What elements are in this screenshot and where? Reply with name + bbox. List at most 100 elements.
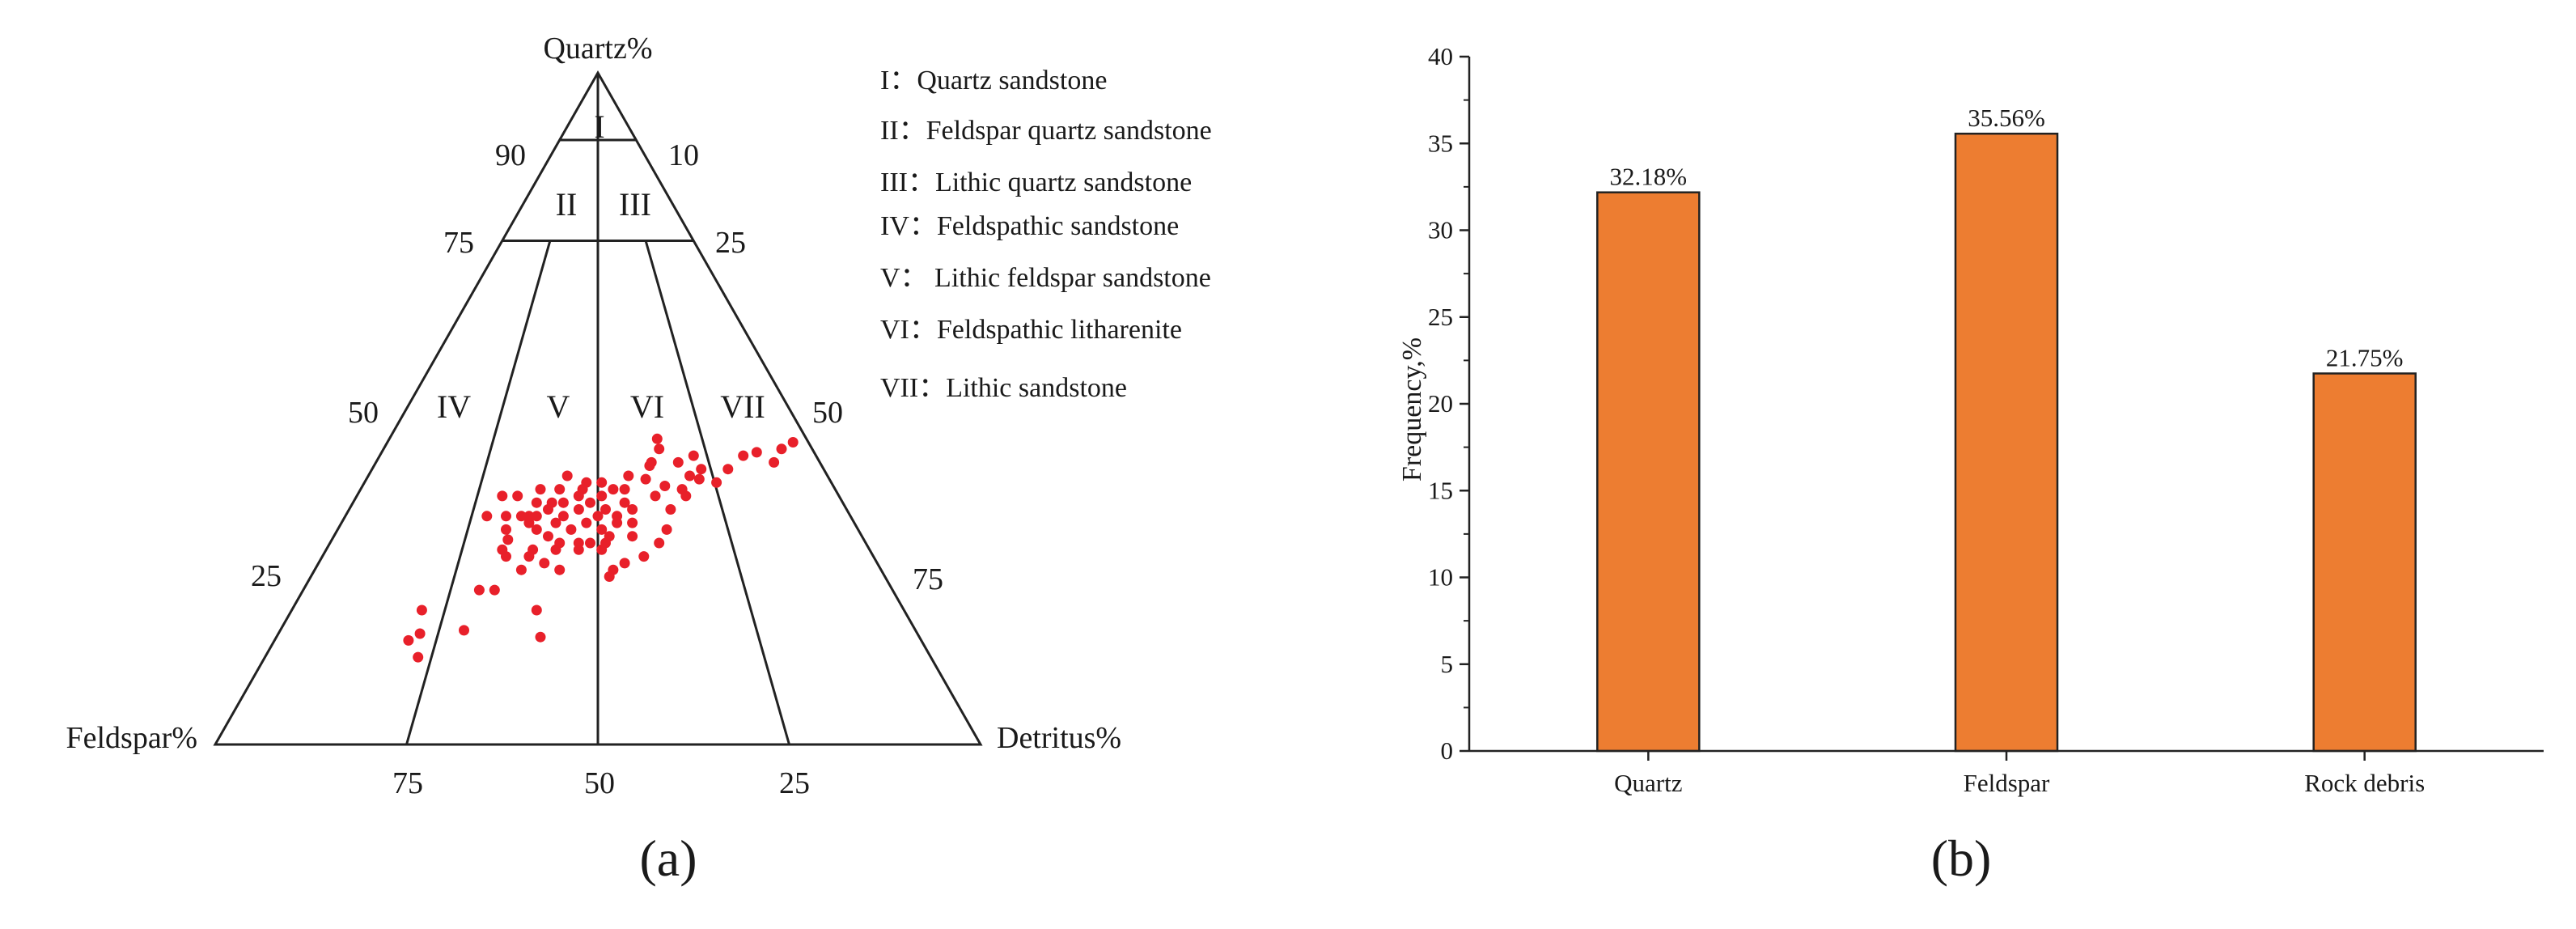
data-point: [619, 484, 630, 495]
ternary-diagram: Quartz% Feldspar% Detritus% 90 75 50 25 …: [66, 32, 1211, 887]
data-point: [403, 634, 414, 646]
data-point: [604, 571, 615, 582]
data-point: [688, 450, 699, 461]
region-label-7: VII: [720, 388, 765, 425]
data-point: [596, 544, 608, 555]
legend-item-7: VII：Lithic sandstone: [880, 373, 1127, 403]
data-point: [531, 604, 542, 616]
y-tick-label: 15: [1428, 476, 1453, 504]
data-point: [413, 651, 424, 663]
boundary-ratio-75: [405, 240, 552, 745]
y-axis-ticks: 0 5 10 15 20 25 30 35 40: [1428, 42, 1469, 765]
apex-label-feldspar: Feldspar%: [66, 721, 197, 755]
data-point: [654, 443, 665, 455]
data-point: [501, 511, 511, 522]
data-point: [769, 456, 780, 468]
data-point: [751, 447, 762, 458]
data-point: [596, 490, 608, 502]
data-point: [585, 497, 595, 508]
legend-item-2: II：Feldspar quartz sandstone: [880, 116, 1212, 146]
region-label-6: VI: [630, 388, 664, 425]
data-point: [644, 460, 655, 471]
data-point: [535, 484, 546, 495]
data-point: [502, 534, 514, 545]
region-label-3: III: [619, 186, 651, 223]
region-label-5: V: [547, 388, 570, 425]
bar-data-label: 21.75%: [2326, 344, 2404, 372]
data-point: [554, 484, 566, 495]
data-point: [501, 524, 511, 535]
data-point: [711, 477, 722, 488]
data-point: [640, 473, 651, 485]
data-point: [473, 584, 485, 596]
bar: [1954, 132, 2059, 753]
apex-label-detritus: Detritus%: [997, 721, 1121, 755]
classification-legend: I：Quartz sandstone II：Feldspar quartz sa…: [880, 66, 1212, 403]
data-point: [535, 631, 546, 643]
data-point: [619, 497, 630, 508]
y-tick-label: 30: [1428, 216, 1453, 244]
x-category-label: Feldspar: [1964, 769, 2050, 797]
y-tick-label: 5: [1441, 650, 1454, 678]
data-point: [557, 511, 569, 522]
left-tick-90: 90: [495, 138, 526, 172]
bar-data-label: 35.56%: [1968, 104, 2045, 132]
data-point: [596, 477, 608, 488]
data-point: [672, 456, 684, 468]
data-point: [416, 604, 427, 616]
data-point: [581, 517, 592, 528]
legend-item-4: IV：Feldspathic sandstone: [880, 211, 1179, 241]
data-point: [608, 484, 619, 495]
data-point: [531, 497, 542, 508]
bar: [2312, 372, 2417, 753]
legend-item-1: I：Quartz sandstone: [880, 66, 1107, 95]
y-tick-label: 40: [1428, 42, 1453, 70]
y-tick-label: 35: [1428, 129, 1453, 157]
right-tick-25: 25: [715, 226, 746, 260]
right-tick-10: 10: [668, 138, 699, 172]
data-point: [497, 490, 508, 502]
data-point: [619, 558, 630, 569]
left-tick-75: 75: [443, 226, 474, 260]
x-category-label: Quartz: [1614, 769, 1682, 797]
data-point: [592, 511, 604, 522]
data-point: [654, 537, 665, 549]
classification-lines: [405, 73, 790, 745]
bottom-tick-50: 50: [584, 766, 615, 800]
scatter-points: [403, 433, 799, 663]
data-point: [550, 544, 561, 555]
data-point: [554, 564, 566, 575]
data-point: [787, 437, 799, 448]
data-point: [566, 524, 577, 535]
data-point: [627, 504, 638, 515]
data-point: [561, 470, 573, 481]
legend-item-6: VI：Feldspathic litharenite: [880, 315, 1182, 345]
data-point: [722, 464, 734, 475]
data-point: [651, 433, 663, 444]
data-point: [557, 497, 569, 508]
data-point: [738, 450, 749, 461]
bar: [1596, 191, 1701, 753]
data-point: [650, 490, 661, 502]
data-point: [515, 564, 527, 575]
y-tick-label: 25: [1428, 303, 1453, 331]
data-point: [627, 517, 638, 528]
region-label-2: II: [556, 186, 578, 223]
data-point: [489, 584, 500, 596]
apex-label-quartz: Quartz%: [543, 32, 652, 66]
data-point: [550, 517, 561, 528]
data-point: [585, 537, 595, 549]
chart-axes: [1468, 57, 2544, 753]
region-label-1: I: [594, 108, 604, 145]
data-point: [693, 473, 705, 485]
data-point: [543, 531, 553, 542]
data-point: [481, 511, 493, 522]
left-tick-50: 50: [348, 396, 379, 430]
legend-item-3: III：Lithic quartz sandstone: [880, 168, 1192, 197]
data-point: [612, 511, 623, 522]
left-tick-25: 25: [251, 559, 282, 593]
data-point: [659, 481, 671, 491]
region-label-4: IV: [437, 388, 471, 425]
data-point: [623, 470, 634, 481]
bar-data-label: 32.18%: [1610, 163, 1688, 191]
